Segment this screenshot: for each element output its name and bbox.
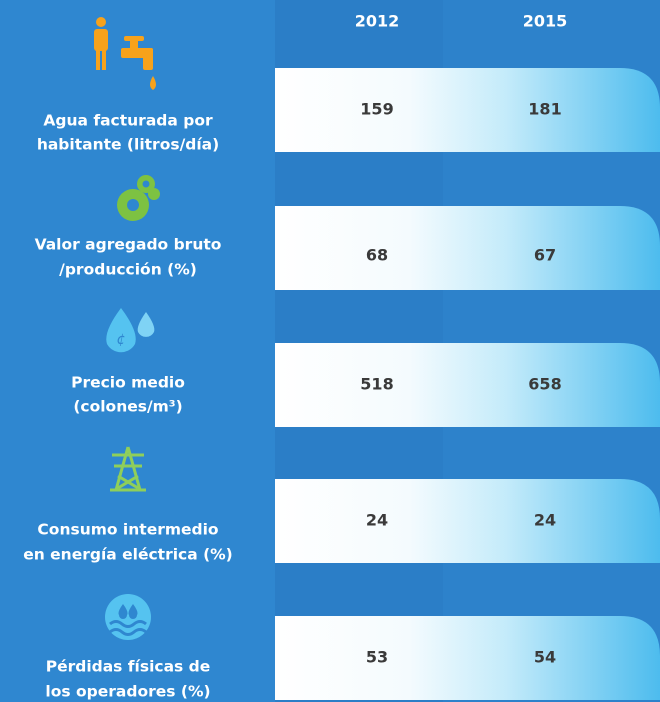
row-bars	[275, 68, 660, 700]
row-label: /producción (%)	[59, 261, 197, 279]
tower-icon	[110, 446, 146, 492]
water-icon	[94, 17, 156, 90]
row-label: Agua facturada por	[43, 112, 213, 130]
cell-value: 54	[534, 648, 556, 667]
drops-icon: ¢	[106, 308, 155, 353]
cell-value: 53	[366, 648, 388, 667]
row-label: en energía eléctrica (%)	[23, 546, 233, 564]
row-label: Valor agregado bruto	[35, 236, 222, 254]
row-bar	[275, 206, 660, 290]
water-loss-icon	[105, 594, 151, 640]
column-header: 2015	[523, 12, 568, 31]
row-bar	[275, 479, 660, 563]
cell-value: 518	[360, 375, 393, 394]
cell-value: 181	[528, 100, 561, 119]
row-label: los operadores (%)	[45, 683, 210, 701]
row-label: Consumo intermedio	[37, 521, 218, 539]
cell-value: 24	[534, 511, 556, 530]
row-label: Precio medio	[71, 374, 185, 392]
row-label: (colones/m³)	[73, 398, 182, 416]
cell-value: 159	[360, 100, 393, 119]
row-bar	[275, 68, 660, 152]
column-header: 2012	[355, 12, 400, 31]
row-label: habitante (litros/día)	[37, 136, 219, 154]
gears-icon	[117, 175, 160, 221]
cell-value: 24	[366, 511, 388, 530]
cell-value: 658	[528, 375, 561, 394]
row-bar	[275, 616, 660, 700]
cell-value: 68	[366, 246, 388, 265]
cell-value: 67	[534, 246, 556, 265]
svg-text:¢: ¢	[117, 332, 126, 348]
row-bar	[275, 343, 660, 427]
row-label: Pérdidas físicas de	[46, 658, 211, 676]
